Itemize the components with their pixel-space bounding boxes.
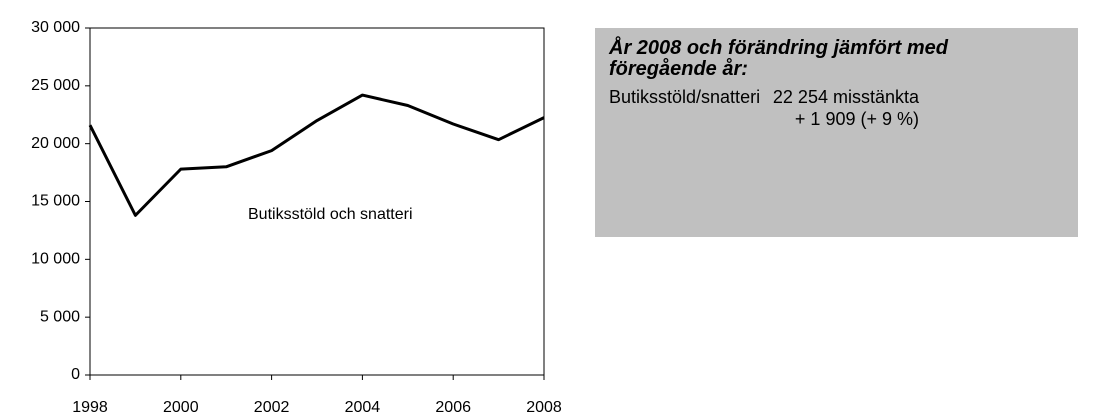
series-label: Butiksstöld och snatteri (248, 206, 413, 223)
info-value: + 1 909 (+ 9 %) (794, 109, 919, 129)
y-tick-label: 20 000 (31, 135, 80, 152)
info-label (609, 108, 769, 130)
y-tick-label: 30 000 (31, 19, 80, 36)
y-tick-label: 25 000 (31, 77, 80, 94)
x-tick-label: 2000 (163, 399, 199, 416)
x-tick-label: 2002 (254, 399, 290, 416)
y-tick-label: 15 000 (31, 193, 80, 210)
line-series (88, 93, 545, 217)
y-tick-label: 10 000 (31, 251, 80, 268)
info-title: År 2008 och förändring jämfört med föreg… (609, 37, 948, 80)
plot-frame (89, 27, 545, 376)
info-row: + 1 909 (+ 9 %) (609, 108, 1064, 130)
y-tick-label: 0 (71, 366, 80, 383)
chart: 0 5 000 10 000 15 000 20 000 25 000 30 000 1998… (31, 19, 562, 416)
info-label: Butiksstöld/snatteri (609, 87, 761, 107)
info-row: Butiksstöld/snatteri 22 254 misstänkta (609, 86, 1064, 108)
x-tick-label: 2004 (345, 399, 381, 416)
y-tick-label: 5 000 (40, 308, 80, 325)
x-tick-label: 2008 (526, 399, 562, 416)
x-tick-label: 2006 (435, 399, 471, 416)
info-box: År 2008 och förändring jämfört med föreg… (595, 28, 1078, 237)
x-tick-label: 1998 (72, 399, 108, 416)
info-value: 22 254 misstänkta (772, 87, 919, 107)
